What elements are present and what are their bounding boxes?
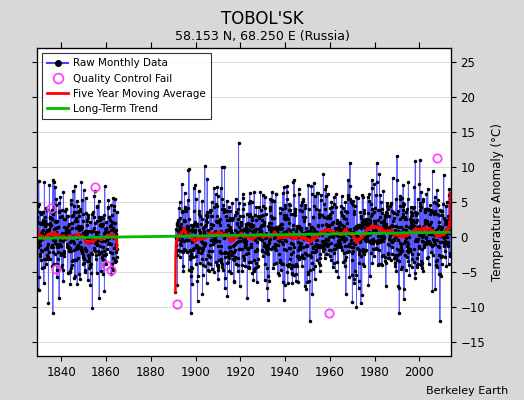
Text: TOBOL'SK: TOBOL'SK <box>221 10 303 28</box>
Y-axis label: Temperature Anomaly (°C): Temperature Anomaly (°C) <box>490 123 504 281</box>
Text: 58.153 N, 68.250 E (Russia): 58.153 N, 68.250 E (Russia) <box>174 30 350 43</box>
Text: Berkeley Earth: Berkeley Earth <box>426 386 508 396</box>
Legend: Raw Monthly Data, Quality Control Fail, Five Year Moving Average, Long-Term Tren: Raw Monthly Data, Quality Control Fail, … <box>42 53 211 119</box>
